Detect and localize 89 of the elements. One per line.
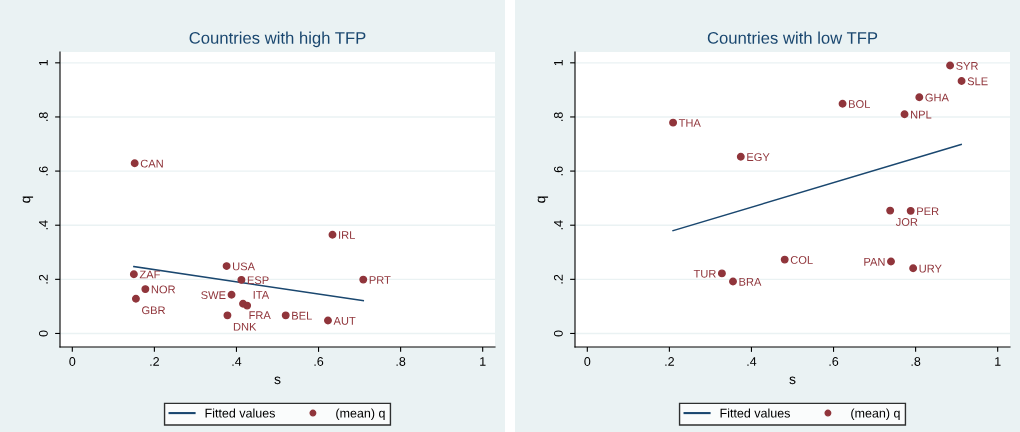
- x-axis-title: s: [789, 376, 796, 385]
- x-axis-title: s: [274, 376, 281, 385]
- annotation: COL: [790, 255, 813, 264]
- y-tick-label: 0: [38, 330, 48, 337]
- point: [717, 269, 726, 278]
- y-tick-label: 0: [553, 330, 563, 337]
- point: [736, 152, 745, 161]
- annotation: ITA: [253, 291, 270, 299]
- point: [227, 290, 236, 299]
- x-tick-label: 1: [995, 357, 1001, 366]
- point: [946, 61, 955, 70]
- annotation: SYR: [956, 61, 978, 70]
- annotation: GHA: [925, 93, 949, 102]
- point: [222, 262, 231, 271]
- annotation: IRL: [339, 231, 355, 239]
- point: [237, 275, 246, 284]
- annotation: FRA: [249, 311, 271, 319]
- point: [141, 285, 150, 294]
- x-tick-label: .2: [665, 357, 674, 366]
- point: [886, 206, 895, 215]
- annotation: EGY: [747, 153, 770, 162]
- annotation: DNK: [233, 322, 257, 331]
- y-tick-label: .8: [38, 112, 48, 122]
- annotation: BRA: [739, 278, 762, 286]
- x-tick-label: .6: [829, 357, 839, 366]
- annotation: ZAF: [139, 270, 160, 279]
- annotation: SWE: [201, 291, 226, 300]
- y-tick-label: .2: [553, 274, 563, 284]
- annotation: JOR: [895, 218, 918, 226]
- annotation: SLE: [967, 77, 988, 86]
- point: [328, 230, 337, 239]
- y-tick-label: .2: [38, 274, 48, 284]
- annotation: TUR: [693, 269, 716, 278]
- y-tick-label: 1: [554, 59, 563, 66]
- annotation: ESP: [247, 276, 269, 285]
- point: [281, 311, 290, 320]
- point: [669, 118, 678, 127]
- annotation: NPL: [911, 110, 932, 119]
- annotation: BOL: [849, 100, 870, 108]
- y-tick-label: 1: [39, 59, 48, 66]
- annotation: GBR: [142, 306, 166, 315]
- x-tick-label: .8: [396, 357, 406, 366]
- point: [359, 275, 368, 284]
- y-tick-label: .4: [39, 220, 48, 230]
- annotation: BEL: [292, 311, 312, 320]
- point: [130, 159, 139, 168]
- annotation: USA: [233, 262, 255, 271]
- point: [906, 206, 915, 215]
- point: [900, 110, 909, 119]
- annotation: NOR: [151, 285, 176, 294]
- y-axis-title: q: [22, 196, 34, 203]
- y-tick-label: .6: [553, 166, 563, 176]
- point: [729, 277, 737, 286]
- x-tick-label: .8: [911, 357, 921, 366]
- y-tick-label: .8: [553, 112, 563, 122]
- legend-label: Fitted values: [720, 408, 790, 418]
- point: [780, 255, 789, 264]
- legend-label: (mean) q: [336, 408, 385, 421]
- x-tick-label: .6: [314, 357, 324, 366]
- x-tick-label: .2: [150, 357, 159, 366]
- point: [957, 77, 966, 85]
- y-tick-label: .6: [38, 166, 48, 176]
- chart-title: Countries with high TFP: [189, 31, 366, 48]
- x-tick-label: 0: [584, 357, 591, 366]
- x-tick-label: .4: [232, 357, 242, 366]
- y-axis-title: q: [537, 196, 549, 203]
- point: [131, 294, 140, 303]
- x-tick-label: 1: [480, 357, 486, 366]
- point: [909, 264, 918, 273]
- point: [129, 270, 138, 279]
- annotation: PAN: [864, 258, 885, 266]
- x-tick-label: .4: [747, 357, 757, 366]
- y-tick-label: .4: [554, 220, 563, 230]
- annotation: PRT: [369, 276, 391, 284]
- annotation: CAN: [140, 159, 163, 168]
- annotation: PER: [917, 207, 939, 216]
- legend-label: Fitted values: [205, 408, 275, 418]
- point: [223, 311, 232, 320]
- point: [324, 316, 332, 325]
- legend-label: (mean) q: [851, 408, 900, 421]
- chart-title: Countries with low TFP: [707, 31, 878, 44]
- point: [915, 93, 924, 102]
- annotation: THA: [678, 119, 701, 127]
- annotation: URY: [919, 264, 942, 273]
- point: [243, 301, 252, 310]
- x-tick-label: 0: [69, 357, 76, 366]
- point: [887, 257, 895, 266]
- point: [838, 99, 847, 108]
- annotation: AUT: [333, 317, 356, 325]
